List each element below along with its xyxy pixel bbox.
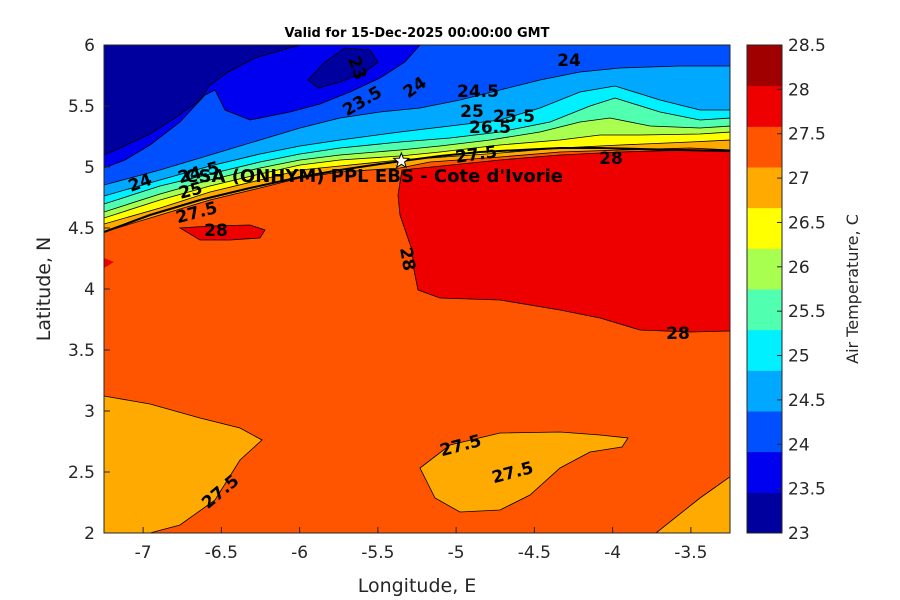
x-tick-label: -6 (291, 543, 308, 563)
x-tick-label: -3.5 (674, 543, 707, 563)
colorbar-tick-label: 27 (788, 169, 810, 189)
y-tick-label: 2.5 (68, 463, 95, 483)
colorbar-tick-label: 25 (788, 347, 810, 367)
y-tick-label: 3.5 (68, 341, 95, 361)
y-axis: 2 2.5 3 3.5 4 4.5 5 5.5 6 (68, 36, 110, 544)
colorbar-tick-label: 28.5 (788, 36, 826, 56)
field-below-23-island (307, 47, 379, 89)
colorbar-band (747, 167, 782, 209)
site-label: CSA (ONHYM) PPL EBS - Cote d'Ivorie (185, 166, 563, 187)
y-axis-label: Latitude, N (33, 237, 55, 342)
colorbar-band (747, 492, 782, 534)
colorbar-tick-label: 26.5 (788, 213, 826, 233)
x-tick-label: -4.5 (518, 543, 551, 563)
contour-label: 25 (460, 102, 484, 122)
colorbar-tick-label: 24.5 (788, 391, 826, 411)
colorbar-band (747, 207, 782, 249)
colorbar-band (747, 248, 782, 290)
y-tick-label: 2 (84, 524, 95, 544)
contour-label: 28 (204, 221, 228, 241)
colorbar-ticks: 23 23.5 24 24.5 25 25.5 26 26.5 27 27.5 28 28.5 (777, 36, 826, 544)
y-tick-label: 6 (84, 36, 95, 56)
colorbar-tick-label: 28 (788, 80, 810, 100)
coastline (104, 147, 730, 233)
x-tick-label: -7 (135, 543, 152, 563)
colorbar-band (747, 85, 782, 127)
plot-area (104, 45, 730, 533)
colorbar-band (747, 126, 782, 168)
colorbar-band (747, 451, 782, 493)
field-27-27.5-se (655, 476, 730, 533)
colorbar-frame (746, 44, 783, 534)
contour-label: 24.5 (457, 82, 499, 102)
x-tick-label: -5.5 (361, 543, 394, 563)
colorbar-tick-label: 24 (788, 435, 810, 455)
contour-label: 28 (395, 246, 419, 273)
colorbar-tick-label: 23 (788, 524, 810, 544)
x-axis: -7 -6.5 -6 -5.5 -5 -4.5 -4 -3.5 (135, 527, 707, 563)
contour-label: 25.5 (493, 107, 535, 127)
field-28-28.5-edge (104, 258, 114, 268)
contour-label: 24 (557, 51, 581, 71)
contour-label: 28 (599, 149, 623, 169)
contour-label: 26.5 (469, 118, 511, 138)
colorbar-band (747, 370, 782, 412)
colorbar-band (747, 329, 782, 371)
x-tick-label: -5 (448, 543, 465, 563)
chart-title: Valid for 15-Dec-2025 00:00:00 GMT (285, 26, 550, 41)
contour-label: 28 (666, 324, 690, 344)
y-tick-label: 4.5 (68, 219, 95, 239)
y-tick-label: 3 (84, 402, 95, 422)
colorbar-label: Air Temperature, C (843, 214, 862, 364)
field-28-28.5-west (178, 224, 266, 241)
colorbar-tick-label: 27.5 (788, 125, 826, 145)
field-27-27.5-south (419, 431, 629, 513)
colorbar-tick-label: 23.5 (788, 480, 826, 500)
colorbar-band (747, 411, 782, 453)
colorbar-band (747, 45, 782, 87)
x-tick-label: -6.5 (205, 543, 238, 563)
colorbar-tick-label: 25.5 (788, 302, 826, 322)
x-tick-label: -4 (604, 543, 621, 563)
colorbar-band (747, 289, 782, 331)
site-star-icon (392, 151, 411, 169)
colorbar-tick-label: 26 (788, 258, 810, 278)
field-below-23-main (104, 45, 301, 156)
y-tick-label: 5 (84, 158, 95, 178)
field-28-28.5-east (397, 149, 730, 333)
x-axis-label: Longitude, E (358, 575, 477, 597)
colorbar (747, 45, 782, 534)
y-tick-label: 5.5 (68, 97, 95, 117)
field-27-27.5-sw (104, 395, 263, 533)
y-tick-label: 4 (84, 280, 95, 300)
